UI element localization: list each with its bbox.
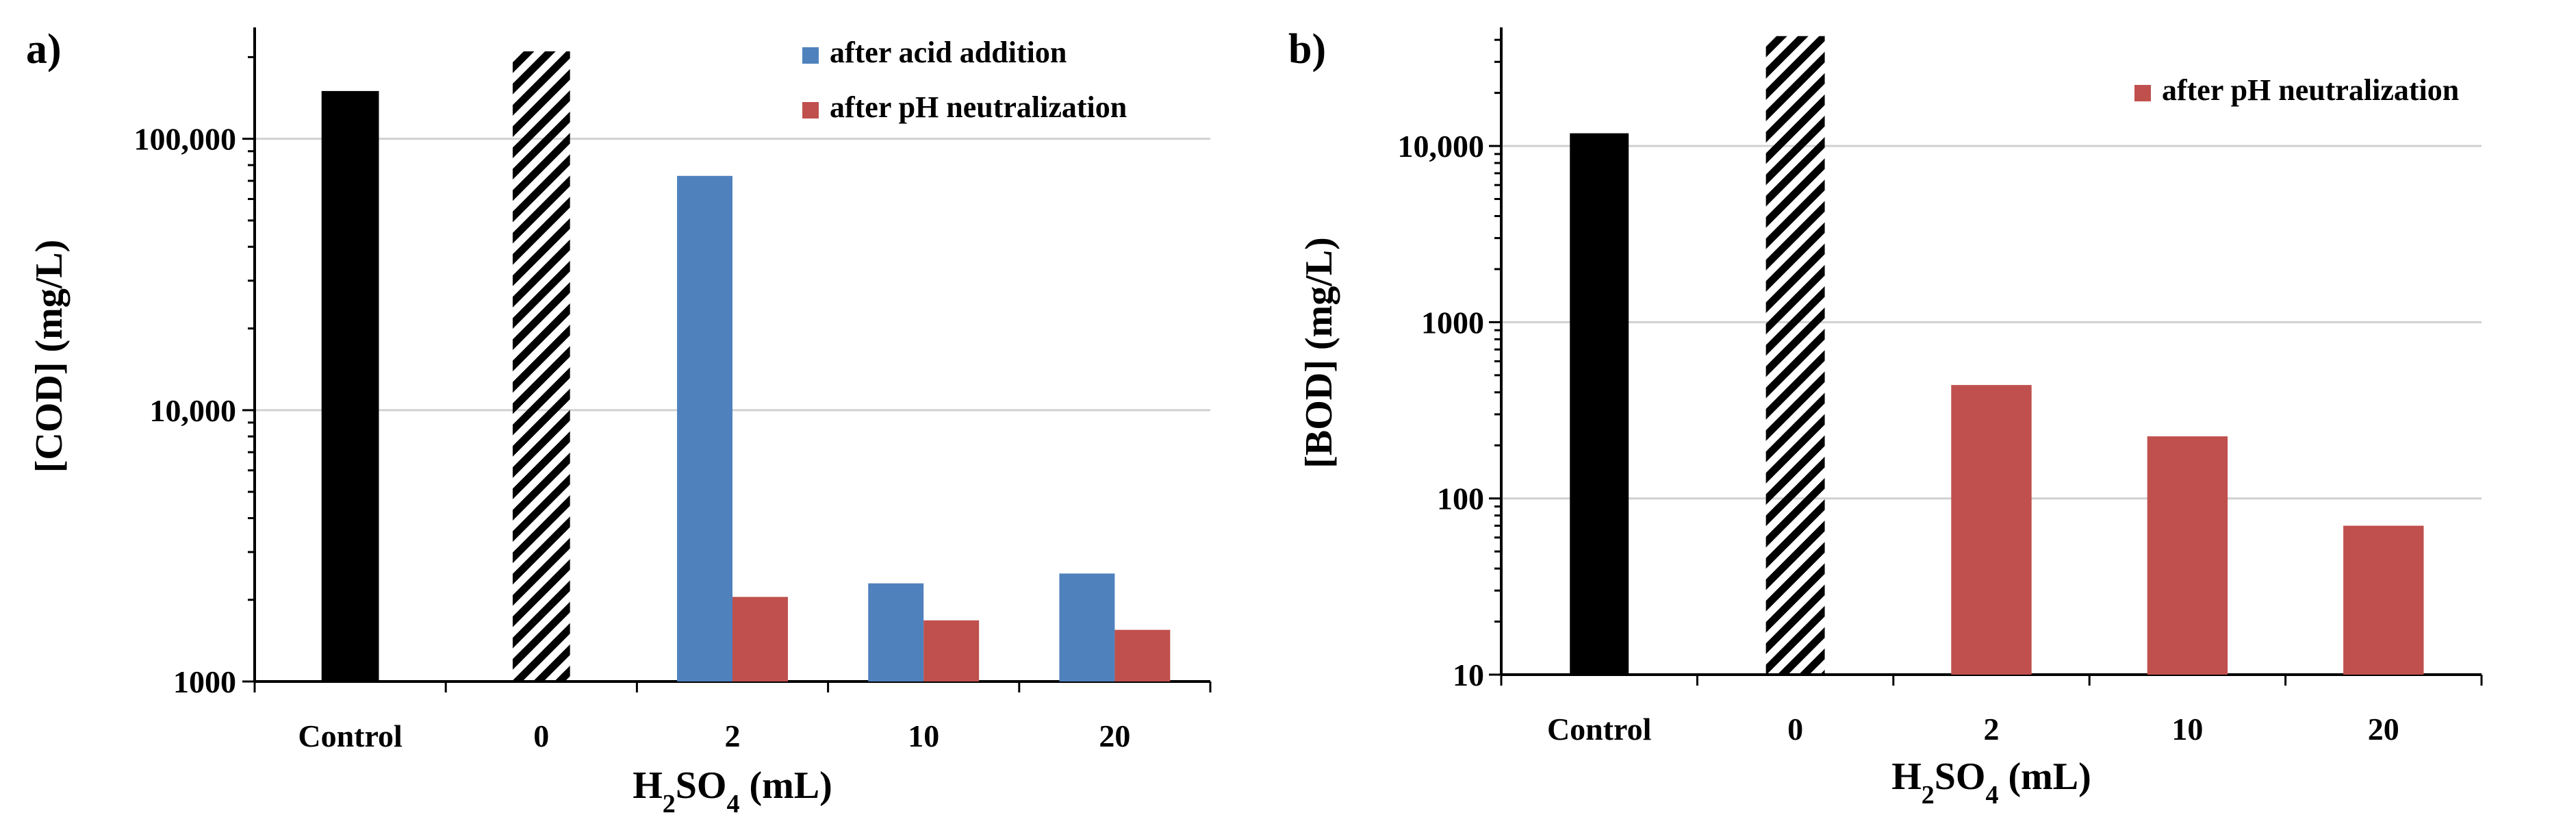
x-axis-title-subscript: 4 xyxy=(726,790,739,813)
x-axis-title-part: (mL) xyxy=(1998,755,2091,798)
bar-0-hatched xyxy=(1765,36,1825,675)
x-tick-label-10: 10 xyxy=(2171,712,2203,747)
bar-after-acid-addition-10 xyxy=(868,583,924,681)
legend-swatch-after-acid-addition xyxy=(802,47,819,64)
bar-control-solid xyxy=(321,90,379,681)
legend-label-after-ph-neutralization: after pH neutralization xyxy=(2162,73,2459,107)
y-tick-label-100-000: 100,000 xyxy=(134,122,237,157)
y-tick-label-10-000: 10,000 xyxy=(150,393,237,428)
x-tick-label-2: 2 xyxy=(1984,712,2000,747)
chart-panel-b: 10 100 1000 10,000 Control 0 2 10 20 after pH neu… xyxy=(1280,0,2576,813)
x-tick-label-control: Control xyxy=(298,718,403,753)
x-axis-title-part: H xyxy=(633,764,663,807)
bar-after-ph-neutralization-20 xyxy=(1114,629,1171,681)
x-axis-title-part: (mL) xyxy=(739,764,832,807)
bar-after-acid-addition-20 xyxy=(1059,573,1115,681)
y-tick-label-1000: 1000 xyxy=(1421,305,1484,340)
bar-after-ph-neutralization-2 xyxy=(732,597,788,681)
x-tick-label-20: 20 xyxy=(1099,718,1130,753)
x-axis-title-part: SO xyxy=(676,764,727,807)
legend-swatch-after-ph-neutralization xyxy=(802,102,819,118)
bar-after-ph-neutralization-10 xyxy=(923,620,980,681)
bar-control-solid xyxy=(1570,133,1629,675)
chart-panel-a: 1000 10,000 100,000 Control 0 2 10 20 after acid… xyxy=(0,0,1280,813)
x-axis-title-subscript: 2 xyxy=(1922,781,1935,810)
x-tick-label-control: Control xyxy=(1547,712,1652,747)
x-axis-title-subscript: 4 xyxy=(1985,781,1998,810)
x-tick-label-2: 2 xyxy=(725,718,741,753)
x-tick-label-0: 0 xyxy=(533,718,549,753)
legend-label-after-acid-addition: after acid addition xyxy=(830,36,1067,69)
y-axis-title: [COD] (mg/L) xyxy=(28,240,71,473)
cod-chart: 1000 10,000 100,000 Control 0 2 10 20 after acid… xyxy=(26,26,1212,813)
panel-label: b) xyxy=(1288,26,1326,73)
y-tick-label-10: 10 xyxy=(1453,658,1484,692)
legend-label-after-ph-neutralization: after pH neutralization xyxy=(830,90,1127,124)
bar-after-ph-neutralization-10 xyxy=(2147,436,2228,675)
y-tick-label-100: 100 xyxy=(1437,481,1484,516)
bar-after-ph-neutralization-2 xyxy=(1951,385,2032,675)
x-axis-title: H2SO4 (mL) xyxy=(1891,755,2091,810)
bar-0-hatched xyxy=(512,51,570,681)
x-tick-label-0: 0 xyxy=(1787,712,1803,747)
x-axis-title-part: H xyxy=(1891,755,1922,798)
bod-chart: 10 100 1000 10,000 Control 0 2 10 20 after pH neu… xyxy=(1288,26,2483,810)
x-axis-title: H2SO4 (mL) xyxy=(633,764,832,813)
legend-swatch-after-ph-neutralization xyxy=(2134,85,2151,101)
x-axis-title-part: SO xyxy=(1935,755,1986,798)
y-tick-label-10-000: 10,000 xyxy=(1398,129,1485,164)
bar-after-ph-neutralization-20 xyxy=(2343,525,2424,675)
y-tick-label-1000: 1000 xyxy=(173,664,236,699)
x-tick-label-10: 10 xyxy=(908,718,939,753)
y-axis-title: [BOD] (mg/L) xyxy=(1298,237,1340,468)
x-tick-label-20: 20 xyxy=(2368,712,2399,747)
x-axis-title-subscript: 2 xyxy=(663,790,676,813)
panel-label: a) xyxy=(26,26,62,73)
bar-after-acid-addition-2 xyxy=(677,175,732,681)
